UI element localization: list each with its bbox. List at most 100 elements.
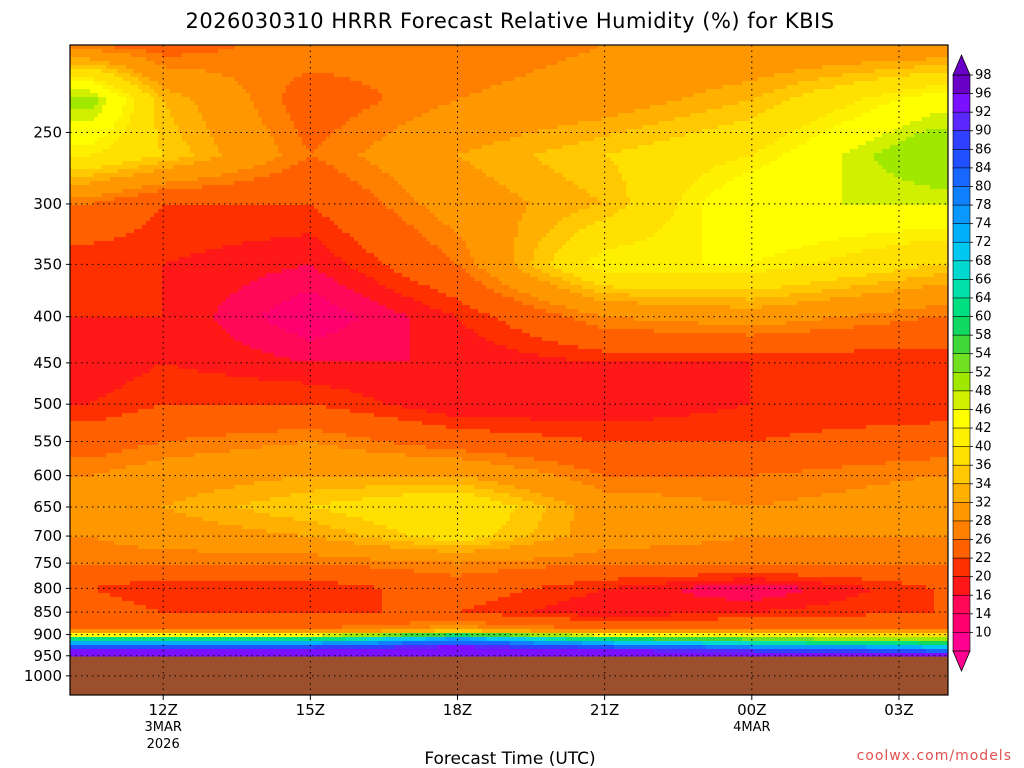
- rh-cell: [234, 133, 239, 138]
- rh-cell: [850, 45, 855, 50]
- rh-cell: [86, 81, 91, 86]
- rh-cell: [186, 57, 191, 62]
- rh-cell: [602, 113, 607, 118]
- rh-cell: [222, 121, 227, 126]
- rh-cell: [886, 129, 891, 134]
- rh-cell: [778, 49, 783, 54]
- rh-cell: [914, 125, 919, 130]
- rh-cell: [594, 57, 599, 62]
- rh-cell: [882, 85, 887, 90]
- rh-cell: [626, 113, 631, 118]
- rh-cell: [598, 45, 603, 50]
- rh-cell: [790, 53, 795, 58]
- rh-cell: [550, 101, 555, 106]
- rh-cell: [702, 69, 707, 74]
- rh-cell: [298, 113, 303, 118]
- rh-cell: [926, 45, 931, 50]
- rh-cell: [390, 69, 395, 74]
- rh-cell: [314, 49, 319, 54]
- rh-cell: [186, 121, 191, 126]
- rh-cell: [554, 53, 559, 58]
- rh-cell: [422, 73, 427, 78]
- rh-cell: [550, 117, 555, 122]
- rh-cell: [302, 133, 307, 138]
- rh-cell: [682, 73, 687, 78]
- rh-cell: [498, 45, 503, 50]
- rh-cell: [242, 101, 247, 106]
- rh-cell: [938, 69, 943, 74]
- rh-cell: [486, 53, 491, 58]
- rh-cell: [602, 81, 607, 86]
- rh-cell: [162, 93, 167, 98]
- rh-cell: [238, 113, 243, 118]
- rh-cell: [110, 61, 115, 66]
- rh-cell: [534, 125, 539, 130]
- rh-cell: [150, 89, 155, 94]
- rh-cell: [142, 85, 147, 90]
- rh-cell: [498, 121, 503, 126]
- rh-cell: [754, 97, 759, 102]
- rh-cell: [678, 125, 683, 130]
- rh-cell: [462, 61, 467, 66]
- rh-cell: [294, 109, 299, 114]
- rh-cell: [558, 125, 563, 130]
- rh-cell: [550, 89, 555, 94]
- rh-cell: [462, 73, 467, 78]
- rh-cell: [370, 45, 375, 50]
- rh-cell: [762, 89, 767, 94]
- rh-cell: [842, 125, 847, 130]
- rh-cell: [578, 113, 583, 118]
- rh-cell: [758, 53, 763, 58]
- rh-cell: [782, 61, 787, 66]
- rh-cell: [174, 57, 179, 62]
- rh-cell: [626, 85, 631, 90]
- rh-cell: [226, 61, 231, 66]
- rh-cell: [750, 73, 755, 78]
- rh-cell: [618, 65, 623, 70]
- rh-cell: [758, 85, 763, 90]
- rh-cell: [274, 53, 279, 58]
- rh-cell: [874, 69, 879, 74]
- rh-cell: [570, 109, 575, 114]
- rh-cell: [606, 57, 611, 62]
- rh-cell: [782, 97, 787, 102]
- rh-cell: [82, 117, 87, 122]
- rh-cell: [78, 69, 83, 74]
- rh-cell: [426, 93, 431, 98]
- rh-cell: [670, 49, 675, 54]
- rh-cell: [486, 49, 491, 54]
- rh-cell: [282, 105, 287, 110]
- rh-cell: [598, 89, 603, 94]
- rh-cell: [934, 105, 939, 110]
- rh-cell: [942, 93, 947, 98]
- rh-cell: [438, 117, 443, 122]
- rh-cell: [462, 101, 467, 106]
- rh-cell: [382, 61, 387, 66]
- rh-cell: [226, 89, 231, 94]
- rh-cell: [646, 93, 651, 98]
- rh-cell: [590, 61, 595, 66]
- rh-cell: [482, 53, 487, 58]
- rh-cell: [526, 113, 531, 118]
- rh-cell: [934, 81, 939, 86]
- rh-cell: [746, 69, 751, 74]
- rh-cell: [694, 49, 699, 54]
- rh-cell: [918, 89, 923, 94]
- rh-cell: [790, 93, 795, 98]
- rh-cell: [870, 49, 875, 54]
- rh-cell: [598, 85, 603, 90]
- rh-cell: [334, 53, 339, 58]
- rh-cell: [390, 77, 395, 82]
- rh-cell: [78, 65, 83, 70]
- rh-cell: [126, 45, 131, 50]
- rh-cell: [314, 77, 319, 82]
- rh-cell: [930, 109, 935, 114]
- rh-cell: [798, 77, 803, 82]
- rh-cell: [506, 81, 511, 86]
- rh-cell: [346, 125, 351, 130]
- rh-cell: [754, 101, 759, 106]
- rh-cell: [378, 73, 383, 78]
- rh-cell: [642, 81, 647, 86]
- rh-cell: [842, 105, 847, 110]
- rh-cell: [750, 81, 755, 86]
